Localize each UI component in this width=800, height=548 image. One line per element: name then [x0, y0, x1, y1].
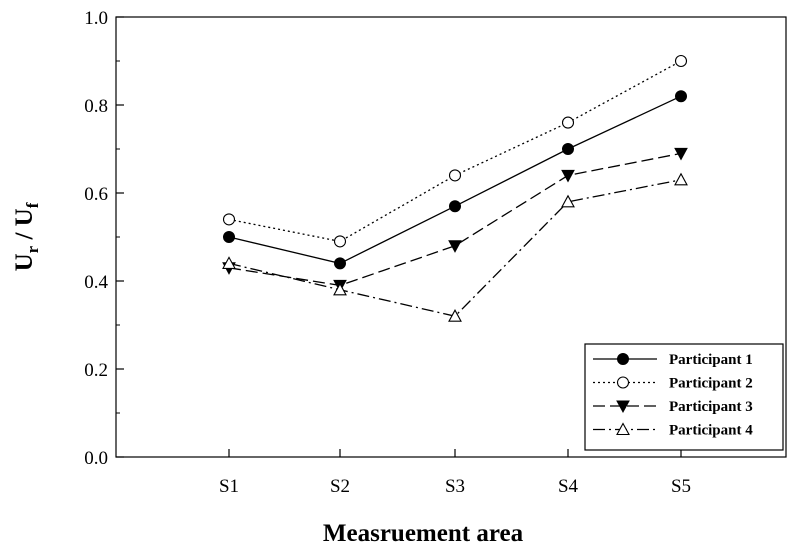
legend-marker [616, 422, 630, 436]
legend: Participant 1 Participant 2 Participant 3 P… [584, 343, 784, 451]
series-group [222, 54, 688, 322]
legend-marker [616, 400, 630, 414]
legend-marker [617, 353, 629, 365]
x-tick-label: S1 [219, 476, 239, 497]
x-axis-label: Measruement area [323, 520, 524, 547]
legend-marker [616, 376, 630, 389]
x-axis: S1 S2 S3 S4 S5 [219, 449, 691, 497]
data-point [333, 282, 347, 296]
y-tick-label: 1.0 [84, 8, 108, 29]
data-point [674, 147, 688, 161]
series-1 [223, 90, 687, 270]
y-tick-label: 0.4 [84, 272, 108, 293]
y-axis-label: Ur / Uf [11, 202, 42, 271]
y-tick-label: 0.2 [84, 360, 108, 381]
data-point [448, 309, 462, 322]
legend-item: Participant 1 [593, 352, 753, 368]
x-tick-label: S3 [445, 476, 465, 497]
y-tick-label: 0.6 [84, 184, 108, 205]
x-tick-label: S4 [558, 476, 579, 497]
data-point [222, 256, 236, 269]
data-point [562, 143, 574, 155]
series-4 [222, 172, 688, 322]
x-tick-label: S2 [330, 476, 350, 497]
data-point [561, 169, 575, 183]
legend-label: Participant 1 [669, 352, 753, 368]
data-point [561, 194, 575, 208]
x-tick-label: S5 [671, 476, 691, 497]
data-point [222, 213, 236, 226]
data-point [674, 172, 688, 186]
series-line [228, 152, 682, 287]
data-point [223, 231, 235, 243]
data-point [448, 240, 462, 253]
legend-label: Participant 2 [669, 376, 753, 392]
legend-item: Participant 3 [593, 399, 753, 415]
data-point [334, 257, 346, 270]
data-point [333, 235, 347, 248]
legend-item: Participant 4 [593, 422, 753, 439]
legend-label: Participant 4 [669, 423, 753, 439]
y-axis: 0.0 0.2 0.4 0.6 0.8 1.0 [84, 8, 124, 469]
y-tick-label: 0.0 [84, 448, 108, 469]
data-point [448, 169, 462, 182]
series-line [228, 179, 682, 317]
series-line [228, 60, 682, 243]
series-2 [222, 54, 688, 248]
legend-item: Participant 2 [593, 376, 753, 392]
data-point [449, 200, 461, 213]
data-point [674, 54, 688, 68]
legend-label: Participant 3 [669, 399, 753, 415]
y-tick-label: 0.8 [84, 96, 108, 117]
data-point [561, 116, 575, 129]
series-3 [222, 147, 688, 293]
data-point [675, 90, 687, 103]
